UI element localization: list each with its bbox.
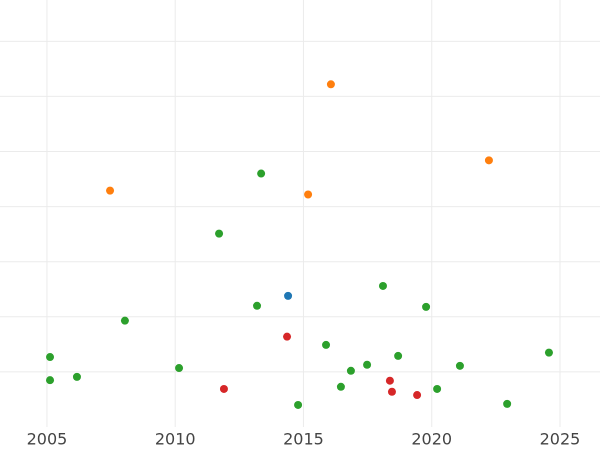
point [394,351,403,360]
point [120,316,129,325]
point [326,80,335,89]
point [413,391,422,400]
point [387,387,396,396]
point [422,302,431,311]
point [544,348,553,357]
point [455,361,464,370]
point [385,376,394,385]
point [46,353,55,362]
x-tick-label: 2025 [540,430,581,449]
point [346,366,355,375]
point [284,291,293,300]
point [484,156,493,165]
point [219,384,228,393]
point [322,340,331,349]
point [378,281,387,290]
x-tick-label: 2020 [411,430,452,449]
point [215,229,224,238]
point [433,384,442,393]
point [283,332,292,341]
point [175,364,184,373]
point [72,372,81,381]
point [304,190,313,199]
point [294,400,303,409]
point [503,399,512,408]
x-tick-label: 2005 [27,430,68,449]
point [46,376,55,385]
x-tick-label: 2015 [283,430,324,449]
point [363,360,372,369]
point [253,301,262,310]
point [257,169,266,178]
x-tick-label: 2010 [155,430,196,449]
point [106,186,115,195]
point [336,382,345,391]
